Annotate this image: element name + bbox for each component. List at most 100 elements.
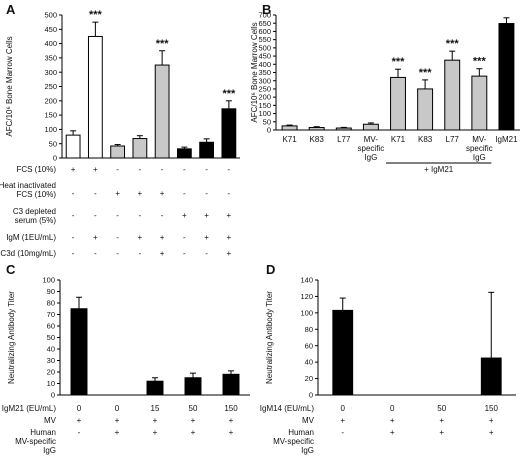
y-tick-label-D: 60 [305, 341, 313, 350]
y-tick-label-B: 700 [258, 11, 271, 20]
condition-label: IgM (1EU/mL) [6, 233, 56, 242]
condition-mark: + [160, 249, 165, 258]
condition-mark: - [139, 249, 142, 258]
bar [480, 357, 502, 396]
condition-mark: - [94, 249, 97, 258]
condition-mark: + [93, 165, 98, 174]
y-axis-label-D: Neutralizing Antibody Titer [265, 291, 274, 384]
condition-mark: 50 [189, 404, 198, 413]
bar [132, 138, 148, 159]
y-tick-label-B: 450 [258, 52, 271, 61]
category-label: MV-specific IgG [466, 135, 493, 162]
condition-mark: - [228, 165, 231, 174]
condition-mark: 0 [115, 404, 120, 413]
bar [471, 75, 488, 131]
significance-marker: *** [419, 67, 433, 79]
y-tick-label-C: 0 [51, 391, 55, 400]
y-tick-label-D: 140 [300, 276, 313, 285]
condition-mark: + [227, 249, 232, 258]
condition-mark: - [228, 189, 231, 198]
condition-mark: + [489, 416, 494, 425]
condition-label: C3d (10mg/mL) [0, 249, 56, 258]
condition-mark: + [182, 211, 187, 220]
condition-mark: - [183, 189, 186, 198]
y-tick-label-A: 200 [44, 96, 57, 105]
y-tick-label-B: 150 [258, 101, 271, 110]
bar [390, 76, 406, 131]
condition-label: Human MV-specific IgG [15, 428, 56, 455]
condition-mark: - [94, 189, 97, 198]
y-tick-label-D: 120 [300, 292, 313, 301]
y-tick-label-A: 500 [44, 11, 57, 20]
condition-mark: + [390, 428, 395, 437]
bar [308, 127, 325, 131]
condition-mark: + [204, 233, 209, 242]
condition-mark: + [153, 428, 158, 437]
bar [221, 108, 237, 159]
condition-mark: + [93, 233, 98, 242]
y-tick-label-C: 40 [47, 345, 55, 354]
bar [199, 141, 215, 159]
y-tick-label-C: 50 [47, 333, 55, 342]
y-tick-label-A: 250 [44, 82, 57, 91]
condition-mark: + [227, 211, 232, 220]
condition-mark: + [160, 189, 165, 198]
y-tick-label-C: 20 [47, 368, 55, 377]
condition-label: IgM14 (EU/mL) [260, 404, 315, 413]
y-tick-label-B: 200 [258, 93, 271, 102]
condition-label: C3 depleted serum (5%) [13, 207, 56, 225]
significance-marker: *** [222, 88, 236, 100]
y-axis-label-A: AFC/10⁶ Bone Marrow Cells [5, 36, 14, 136]
condition-mark: + [160, 233, 165, 242]
y-tick-label-A: 0 [53, 154, 57, 163]
condition-mark: - [78, 428, 81, 437]
category-label: K83 [418, 135, 433, 144]
y-tick-label-B: 500 [258, 43, 271, 52]
panel-label-D: D [266, 262, 275, 277]
y-tick-label-A: 300 [44, 68, 57, 77]
bar [222, 373, 240, 396]
condition-mark: 0 [390, 404, 395, 413]
condition-label: MV [302, 416, 315, 425]
condition-mark: + [229, 428, 234, 437]
condition-mark: - [139, 211, 142, 220]
bar [65, 134, 81, 159]
y-tick-label-D: 80 [305, 325, 313, 334]
y-tick-label-B: 50 [263, 117, 271, 126]
condition-mark: + [138, 189, 143, 198]
condition-mark: - [116, 211, 119, 220]
condition-mark: - [94, 211, 97, 220]
y-tick-label-B: 550 [258, 35, 271, 44]
condition-mark: - [205, 249, 208, 258]
condition-mark: + [115, 189, 120, 198]
significance-marker: *** [156, 38, 170, 50]
category-label: IgM21 [495, 135, 518, 144]
y-tick-label-C: 80 [47, 299, 55, 308]
bar [362, 123, 379, 131]
y-tick-label-A: 400 [44, 39, 57, 48]
condition-mark: + [71, 165, 76, 174]
significance-marker: *** [473, 56, 487, 68]
y-tick-label-B: 350 [258, 68, 271, 77]
condition-mark: - [205, 165, 208, 174]
condition-mark: + [191, 428, 196, 437]
condition-mark: 15 [151, 404, 160, 413]
category-label: K71 [282, 135, 297, 144]
y-tick-label-B: 0 [267, 126, 271, 135]
condition-mark: + [227, 233, 232, 242]
y-tick-label-B: 250 [258, 85, 271, 94]
y-tick-label-C: 90 [47, 287, 55, 296]
condition-mark: 0 [341, 404, 346, 413]
y-tick-label-C: 10 [47, 379, 55, 388]
category-label: L77 [337, 135, 351, 144]
category-label: K83 [310, 135, 325, 144]
y-tick-label-B: 300 [258, 76, 271, 85]
category-label: K71 [391, 135, 406, 144]
condition-mark: 150 [224, 404, 238, 413]
condition-mark: + [229, 416, 234, 425]
condition-mark: + [390, 416, 395, 425]
condition-mark: - [183, 249, 186, 258]
condition-mark: - [183, 165, 186, 174]
condition-mark: + [77, 416, 82, 425]
